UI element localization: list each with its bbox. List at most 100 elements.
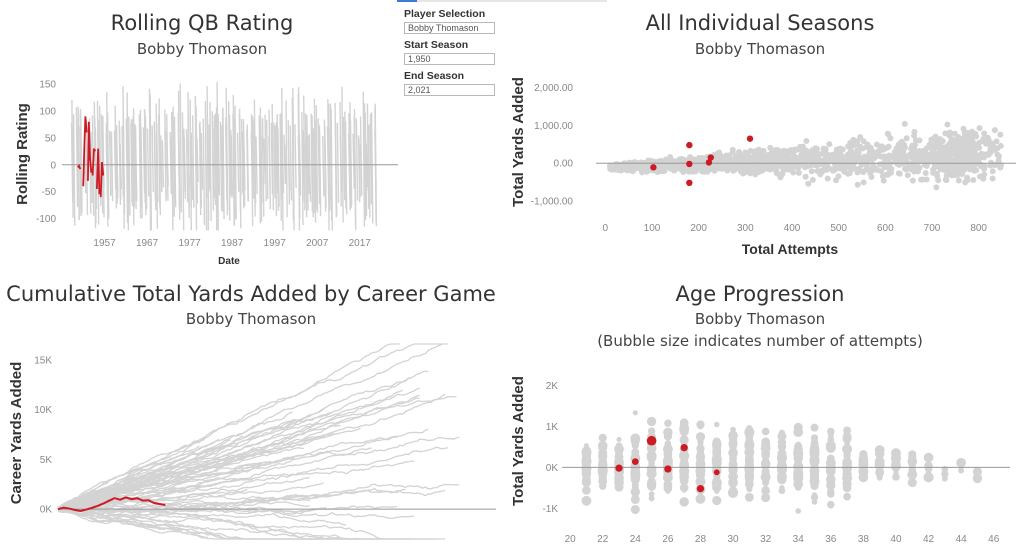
rolling-series-line: [138, 114, 142, 219]
seasons-point: [629, 163, 636, 170]
age-point: [729, 454, 737, 461]
age-point: [599, 467, 607, 475]
cumulative-series-line: [57, 394, 420, 510]
seasons-point: [614, 161, 621, 168]
seasons-point: [788, 164, 795, 171]
seasons-point: [994, 151, 1001, 158]
rolling-series-line: [172, 106, 176, 217]
seasons-y-tick: 1,000.00: [534, 121, 573, 132]
seasons-point: [822, 158, 829, 165]
rolling-y-tick: 0: [50, 160, 56, 171]
age-point: [843, 426, 851, 435]
rolling-series-line: [185, 129, 189, 203]
age-point: [646, 416, 657, 427]
age-point: [663, 444, 673, 454]
age-x-tick: 28: [695, 534, 707, 545]
age-point: [581, 468, 592, 479]
age-point: [795, 508, 802, 514]
age-x-tick: 38: [858, 534, 870, 545]
age-point: [631, 484, 639, 493]
seasons-point: [909, 149, 916, 156]
seasons-scatter-chart: 2,000.00 1,000.00 0.00 -1,000.00 0 100 200 300 4…: [510, 77, 1016, 257]
age-y-tick: 0K: [546, 463, 559, 474]
seasons-point: [943, 172, 950, 179]
rolling-x-tick: 1967: [136, 238, 159, 249]
age-x-tick: 24: [630, 534, 642, 545]
rolling-series-line: [234, 105, 237, 219]
seasons-point: [872, 153, 879, 160]
age-point: [631, 448, 640, 457]
age-point: [826, 480, 836, 491]
cumulative-series-line: [57, 477, 254, 511]
rolling-series-line: [132, 116, 136, 208]
rolling-series-line: [114, 105, 118, 209]
seasons-y-tick: -1,000.00: [531, 196, 574, 207]
age-point: [777, 438, 787, 447]
age-x-tick: 44: [956, 534, 968, 545]
player-selection-input[interactable]: Bobby Thomason: [404, 22, 495, 34]
age-point: [793, 467, 804, 478]
age-point: [695, 493, 706, 504]
rolling-series-line: [105, 128, 109, 191]
age-point: [779, 463, 785, 470]
seasons-point: [907, 161, 914, 168]
end-season-input[interactable]: 2,021: [404, 84, 495, 96]
age-point: [827, 487, 835, 496]
rolling-series-line: [236, 132, 240, 192]
rolling-series-line: [230, 130, 233, 199]
end-season-control[interactable]: End Season 2,021: [404, 70, 495, 96]
rolling-series-line: [240, 118, 244, 193]
seasons-point: [803, 147, 810, 154]
age-highlight-point: [646, 435, 657, 446]
age-point: [696, 420, 705, 429]
rolling-series-line: [274, 125, 278, 217]
seasons-point: [876, 161, 883, 168]
start-season-input[interactable]: 1,950: [404, 53, 495, 65]
age-point: [810, 444, 819, 454]
rolling-series-line: [214, 113, 218, 231]
rolling-highlight-series: [77, 116, 105, 198]
age-point: [599, 480, 606, 487]
age-point: [614, 472, 624, 483]
seasons-point: [802, 159, 809, 166]
rolling-series-line: [121, 125, 124, 197]
age-point: [614, 480, 624, 490]
seasons-point: [902, 158, 909, 165]
cumulative-y-tick: 5K: [40, 455, 53, 466]
seasons-point: [897, 140, 904, 147]
seasons-point: [608, 164, 615, 171]
seasons-point: [981, 130, 988, 137]
age-point: [648, 428, 655, 435]
age-point: [941, 470, 949, 478]
start-season-control[interactable]: Start Season 1,950: [404, 39, 495, 65]
seasons-point: [759, 155, 766, 162]
rolling-series-line: [70, 122, 74, 203]
rolling-highlight-line: [82, 116, 88, 187]
seasons-y-axis-label: Total Yards Added: [510, 77, 527, 207]
rolling-series-line: [341, 86, 344, 223]
rolling-series-line: [265, 119, 269, 199]
rolling-series-line: [179, 83, 183, 213]
seasons-point: [989, 168, 996, 175]
rolling-series-line: [161, 140, 165, 188]
age-point: [908, 463, 916, 470]
rolling-series-line: [213, 114, 217, 205]
age-highlight-points: [615, 435, 720, 493]
player-selection-control[interactable]: Player Selection Bobby Thomason: [404, 8, 495, 34]
age-point: [712, 455, 722, 465]
age-y-axis-label: Total Yards Added: [510, 376, 527, 506]
seasons-point: [711, 167, 718, 174]
age-point: [876, 473, 883, 480]
age-x-tick: 34: [793, 534, 805, 545]
seasons-highlight-point: [686, 160, 693, 168]
rolling-series-line: [94, 127, 98, 209]
age-point: [762, 461, 769, 468]
age-point: [893, 455, 899, 461]
rolling-series-line: [144, 116, 148, 209]
seasons-highlight-point: [686, 141, 693, 149]
rolling-series-line: [261, 118, 265, 217]
seasons-point: [975, 154, 982, 161]
end-season-label: End Season: [404, 70, 465, 82]
cumulative-series-line: [57, 432, 336, 510]
seasons-point: [860, 138, 867, 145]
